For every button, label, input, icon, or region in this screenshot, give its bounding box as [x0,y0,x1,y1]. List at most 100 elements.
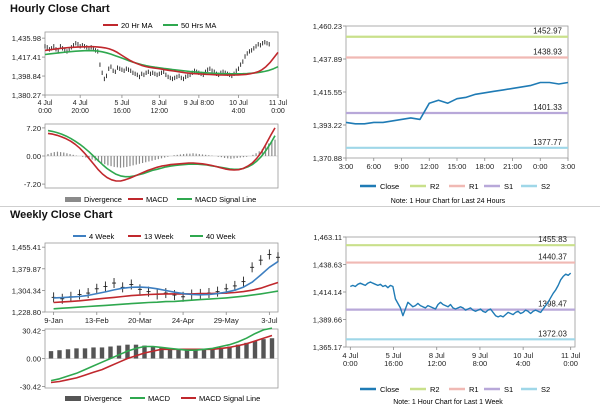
hourly-close-x-tick-label: 18:00 [475,162,494,171]
hourly-ma20-line [44,45,279,76]
weekly-divergence-bar [108,346,113,359]
weekly-divergence-bar [201,349,207,359]
hourly-signal-line [47,129,276,178]
weekly-price-y-tick-label: 1,228.80 [12,308,41,317]
hourly-close-frame [345,25,569,159]
hourly-close-legend: Close R2 R1 S1 S2 [360,182,550,191]
weekly-price-y-tick-label: 1,379.87 [12,265,41,274]
hourly-section-title: Hourly Close Chart [10,3,110,15]
weekly-divergence-bar [227,346,232,359]
weekly-close-note: Note: 1 Hour Chart for Last 1 Week [393,399,503,406]
weekly-close-x-tick-label: 8 Jul 12:00 [427,351,446,368]
legend-label-50hrs-ma: 50 Hrs MA [181,21,216,30]
hourly-level-r2-label: 1452.97 [533,27,562,36]
hourly-price-x-tick-label: 9 Jul 8:00 [184,100,214,107]
legend-label-signal: MACD Signal Line [199,394,260,403]
weekly-divergence-bar [159,347,164,359]
weekly-close-y-tick-label: 1,389.66 [313,315,342,324]
hourly-macd-y-tick-label: -7.20 [24,180,41,189]
weekly-price-y-tick-label: 1,304.34 [12,286,41,295]
weekly-price-x-tick-label: 24-Apr [172,316,195,325]
weekly-macd-y-tick-label: 0.00 [26,355,41,364]
hourly-level-s2-label: 1377.77 [533,138,562,147]
weekly-divergence-bar [269,338,275,359]
weekly-divergence-bar [74,348,79,359]
weekly-divergence-bar [65,349,71,359]
legend-swatch-divergence [65,197,81,202]
legend-label-20hr-ma: 20 Hr MA [121,21,153,30]
hourly-close-line [345,81,569,125]
hourly-price-y-tick-label: 1,380.27 [12,91,41,100]
hourly-price-x-tick-label: 10 Jul 4:00 [229,100,248,115]
legend-label-r2: R2 [430,182,440,191]
weekly-divergence-bar [184,350,190,359]
weekly-macd-line [50,327,273,382]
weekly-divergence-bar [176,349,181,359]
weekly-divergence-bar [261,339,266,359]
weekly-divergence-bar [150,346,156,359]
hourly-price-y-tick-label: 1,398.84 [12,72,41,81]
hourly-macd-y-tick-label: 7.20 [26,124,41,133]
weekly-divergence-bar [252,340,258,359]
hourly-close-x-tick-label: 3:00 [339,162,354,171]
weekly-macd-y-tick-label: 30.42 [22,326,41,335]
weekly-divergence-bar [244,342,249,359]
weekly-close-legend: Close R2 R1 S1 S2 [360,385,550,394]
weekly-ohlc-legend: 4 Week 13 Week 40 Week [73,232,236,241]
hourly-close-y-tick-label: 1,460.23 [313,22,342,31]
hourly-macd-y-tick-label: 0.00 [26,152,41,161]
hourly-price-x-tick-label: 4 Jul 0:00 [38,100,53,115]
legend-swatch-divergence [65,396,81,401]
hourly-close-x-tick-label: 15:00 [448,162,467,171]
hourly-close-note: Note: 1 Hour Chart for Last 24 Hours [391,198,506,205]
legend-label-4week: 4 Week [89,232,115,241]
legend-label-macd: MACD [146,195,169,204]
weekly-level-s1-label: 1398.47 [538,300,567,309]
weekly-price-y-tick-label: 1,455.41 [12,243,41,252]
hourly-close-y-tick-label: 1,437.89 [313,55,342,64]
legend-label-r2: R2 [430,385,440,394]
hourly-macd-frame [44,123,279,189]
weekly-level-r2-label: 1455.83 [538,235,567,244]
hourly-close-x-tick-label: 21:00 [503,162,522,171]
weekly-close-x-tick-label: 10 Jul 4:00 [513,351,533,368]
legend-label-40week: 40 Week [206,232,236,241]
weekly-ma40-line [53,290,279,310]
weekly-close-y-tick-label: 1,438.63 [313,260,342,269]
weekly-ma4-line [53,260,279,299]
legend-label-s1: S1 [504,385,513,394]
hourly-price-x-tick-label: 5 Jul 16:00 [113,100,131,115]
legend-label-close: Close [380,385,399,394]
legend-label-macd: MACD [148,394,171,403]
legend-label-13week: 13 Week [144,232,174,241]
weekly-signal-line [50,334,273,384]
weekly-close-x-tick-label: 5 Jul 16:00 [384,351,403,368]
hourly-close-y-tick-label: 1,370.88 [313,154,342,163]
weekly-divergence-bar [142,345,147,359]
weekly-divergence-bar [48,351,54,359]
hourly-close-y-tick-label: 1,393.22 [313,121,342,130]
weekly-divergence-bar [210,348,215,359]
weekly-price-x-tick-label: 9-Jan [44,316,63,325]
legend-label-r1: R1 [469,182,479,191]
hourly-close-y-tick-label: 1,415.55 [313,88,342,97]
weekly-close-x-tick-label: 9 Jul 8:00 [472,351,488,368]
weekly-divergence-bar [235,344,241,359]
weekly-close-x-tick-label: 4 Jul 0:00 [342,351,358,368]
weekly-divergence-bar [218,347,224,359]
hourly-price-y-tick-label: 1,417.41 [12,53,41,62]
legend-label-s2: S2 [541,182,550,191]
legend-label-s1: S1 [504,182,513,191]
hourly-close-x-tick-label: 6:00 [366,162,381,171]
hourly-price-y-tick-label: 1,435.98 [12,34,41,43]
hourly-macd-line [47,127,276,182]
legend-label-signal: MACD Signal Line [195,195,256,204]
hourly-price-x-tick-label: 8 Jul 12:00 [151,100,169,115]
hourly-ohlc-legend: 20 Hr MA 50 Hrs MA [103,21,216,30]
hourly-price-x-tick-label: 11 Jul 0:00 [269,100,288,115]
weekly-close-y-tick-label: 1,463.11 [313,233,342,242]
weekly-divergence-bar [116,345,122,359]
hourly-level-s1-label: 1401.33 [533,103,562,112]
weekly-level-s2-label: 1372.03 [538,329,567,338]
weekly-macd-frame [44,328,279,389]
